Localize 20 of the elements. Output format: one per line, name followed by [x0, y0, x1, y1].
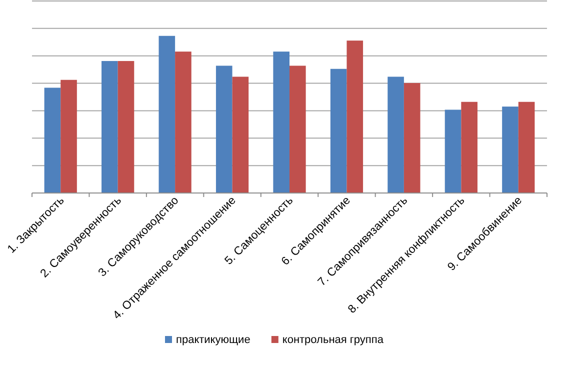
bar	[102, 61, 118, 193]
bar	[290, 66, 306, 193]
bar	[273, 52, 290, 193]
legend-label: практикующие	[176, 334, 250, 346]
bar	[502, 106, 518, 193]
bar	[518, 102, 535, 193]
bar	[118, 61, 134, 193]
bar	[444, 110, 462, 193]
bar	[216, 66, 232, 193]
bar	[330, 68, 347, 193]
bar	[461, 102, 478, 193]
bar	[232, 76, 249, 193]
bar	[60, 80, 77, 193]
bar	[175, 52, 192, 193]
bar	[388, 76, 404, 193]
legend-label: контрольная группа	[282, 334, 384, 346]
bar	[44, 88, 61, 193]
bar	[404, 83, 420, 193]
bar	[346, 40, 364, 193]
bar	[158, 36, 176, 193]
